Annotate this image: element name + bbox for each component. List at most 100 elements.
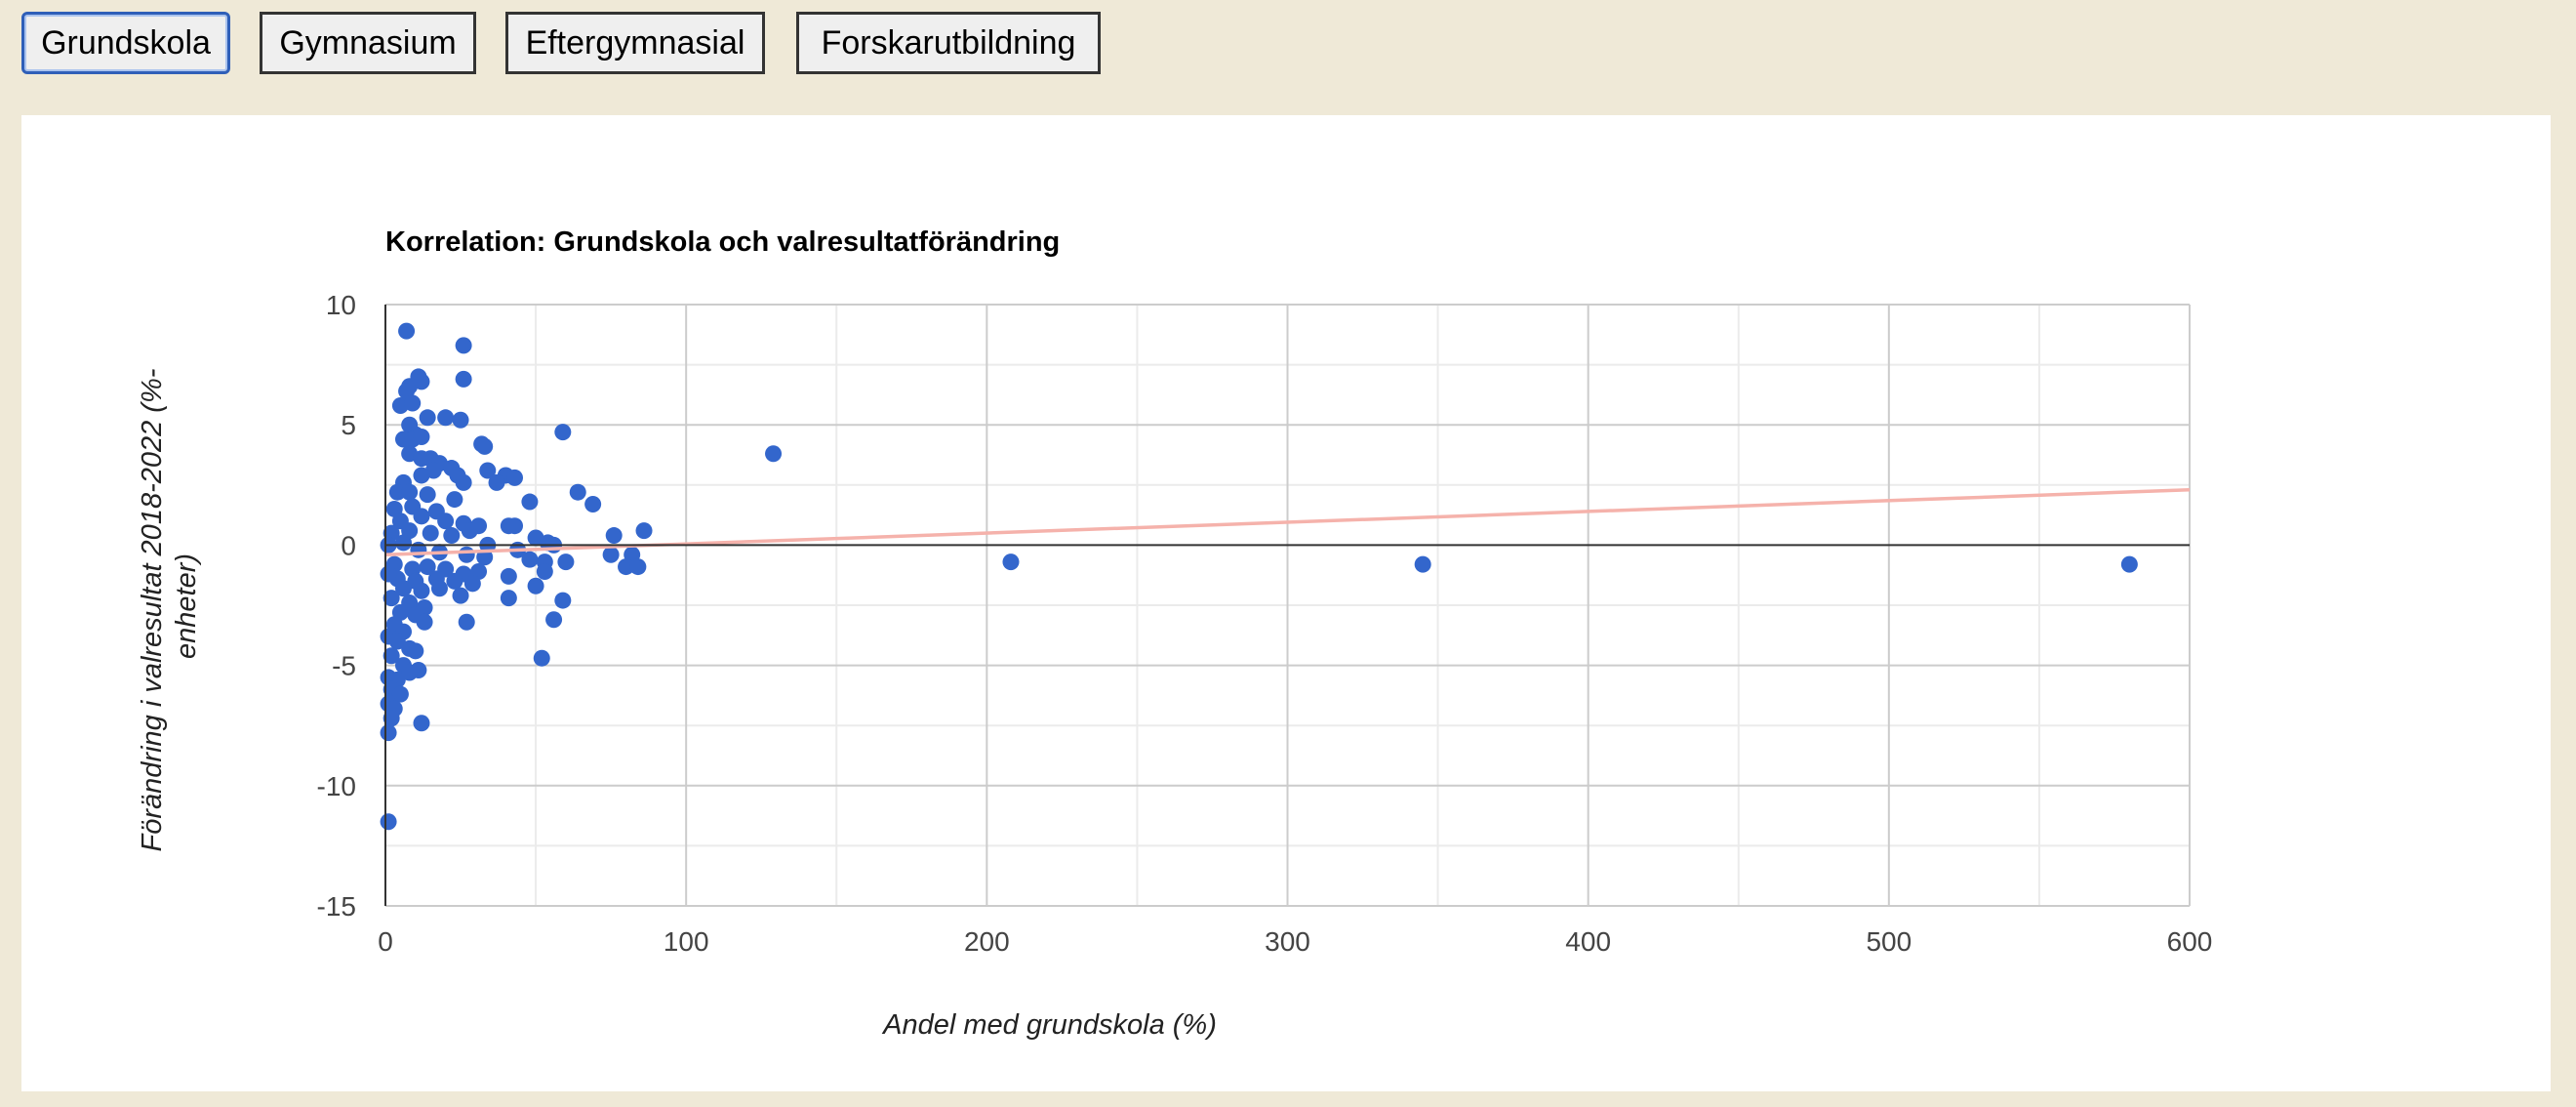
scatter-chart: 0 100 200 300 400 500 600 10 5 0 -5 -10 -15 Korrelat…	[137, 226, 2213, 1041]
data-point	[419, 558, 436, 576]
data-point	[500, 590, 517, 607]
data-point	[545, 611, 563, 629]
data-point	[602, 546, 620, 563]
y-tick-label: 10	[326, 290, 356, 320]
data-point	[419, 409, 436, 427]
data-point	[380, 565, 397, 583]
data-point	[404, 394, 422, 412]
data-points	[380, 322, 2138, 831]
data-point	[422, 524, 439, 542]
data-point	[410, 541, 427, 558]
data-point	[380, 813, 397, 831]
data-point	[413, 429, 430, 446]
data-point	[455, 473, 472, 491]
data-point	[521, 493, 539, 511]
data-point	[382, 710, 400, 727]
tab-grundskola[interactable]: Grundskola	[21, 12, 230, 74]
data-point	[463, 575, 481, 593]
y-axis-label-line-2: enheter)	[171, 554, 202, 659]
chart-panel: 0 100 200 300 400 500 600 10 5 0 -5 -10 -15 Korrelat…	[21, 115, 2551, 1091]
y-axis-label: Förändring i valresultat 2018-2022 (%- e…	[137, 361, 202, 852]
data-point	[2120, 555, 2138, 573]
y-tick-label: -15	[317, 891, 356, 922]
data-point	[401, 664, 419, 681]
y-axis-label-line-1: Förändring i valresultat 2018-2022 (%-	[137, 369, 168, 852]
data-point	[419, 486, 436, 504]
data-point	[527, 577, 544, 594]
data-point	[629, 558, 647, 576]
data-point	[458, 546, 475, 563]
data-point	[401, 483, 419, 501]
trendline-group	[384, 487, 2191, 557]
data-point	[452, 411, 469, 429]
major-gridlines	[385, 304, 2191, 907]
x-tick-label: 500	[1866, 926, 1912, 957]
data-point	[452, 587, 469, 604]
data-point	[413, 508, 430, 525]
data-point	[506, 469, 524, 486]
trendline	[384, 487, 2191, 557]
data-point	[618, 558, 635, 576]
data-point	[443, 527, 461, 545]
data-point	[536, 563, 553, 581]
tick-labels: 0 100 200 300 400 500 600 10 5 0 -5 -10 -15	[317, 290, 2213, 957]
data-point	[635, 522, 653, 540]
data-point	[584, 496, 602, 513]
tab-forskarutbildning[interactable]: Forskarutbildning	[796, 12, 1101, 74]
data-point	[413, 715, 430, 732]
data-point	[413, 467, 430, 484]
data-point	[446, 491, 463, 509]
data-point	[437, 409, 455, 427]
data-point	[394, 580, 412, 597]
data-point	[391, 685, 409, 703]
chart-title: Korrelation: Grundskola och valresultatf…	[385, 226, 1060, 258]
x-tick-label: 600	[2167, 926, 2213, 957]
data-point	[382, 647, 400, 665]
data-point	[380, 724, 397, 742]
data-point	[476, 437, 494, 455]
data-point	[413, 450, 430, 468]
data-point	[569, 483, 586, 501]
x-tick-label: 300	[1265, 926, 1310, 957]
tab-gymnasium[interactable]: Gymnasium	[260, 12, 476, 74]
data-point	[398, 322, 416, 340]
data-point	[488, 473, 505, 491]
data-point	[446, 572, 463, 590]
data-point	[437, 512, 455, 530]
data-point	[479, 462, 497, 479]
data-point	[554, 592, 572, 609]
axes	[384, 305, 2190, 906]
data-point	[554, 424, 572, 441]
x-tick-label: 0	[378, 926, 393, 957]
data-point	[416, 613, 433, 631]
data-point	[388, 633, 406, 650]
y-tick-label: 0	[341, 530, 356, 560]
data-point	[430, 580, 448, 597]
x-tick-label: 400	[1565, 926, 1611, 957]
data-point	[388, 483, 406, 501]
data-point	[500, 567, 517, 585]
data-point	[557, 554, 575, 571]
data-point	[765, 445, 783, 463]
data-point	[382, 590, 400, 607]
data-point	[506, 517, 524, 535]
data-point	[455, 337, 472, 354]
tab-eftergymnasial[interactable]: Eftergymnasial	[505, 12, 765, 74]
data-point	[394, 534, 412, 552]
data-point	[1414, 555, 1431, 573]
data-point	[605, 527, 623, 545]
data-point	[521, 551, 539, 568]
y-tick-label: -10	[317, 771, 356, 801]
data-point	[458, 613, 475, 631]
data-point	[533, 649, 550, 667]
x-tick-label: 100	[664, 926, 709, 957]
data-point	[407, 642, 424, 660]
y-tick-label: 5	[341, 410, 356, 440]
data-point	[455, 370, 472, 388]
data-point	[413, 582, 430, 599]
data-point	[1002, 554, 1020, 571]
y-tick-label: -5	[332, 651, 356, 681]
x-tick-label: 200	[964, 926, 1010, 957]
x-axis-label: Andel med grundskola (%)	[881, 1009, 1217, 1041]
data-point	[461, 522, 478, 540]
